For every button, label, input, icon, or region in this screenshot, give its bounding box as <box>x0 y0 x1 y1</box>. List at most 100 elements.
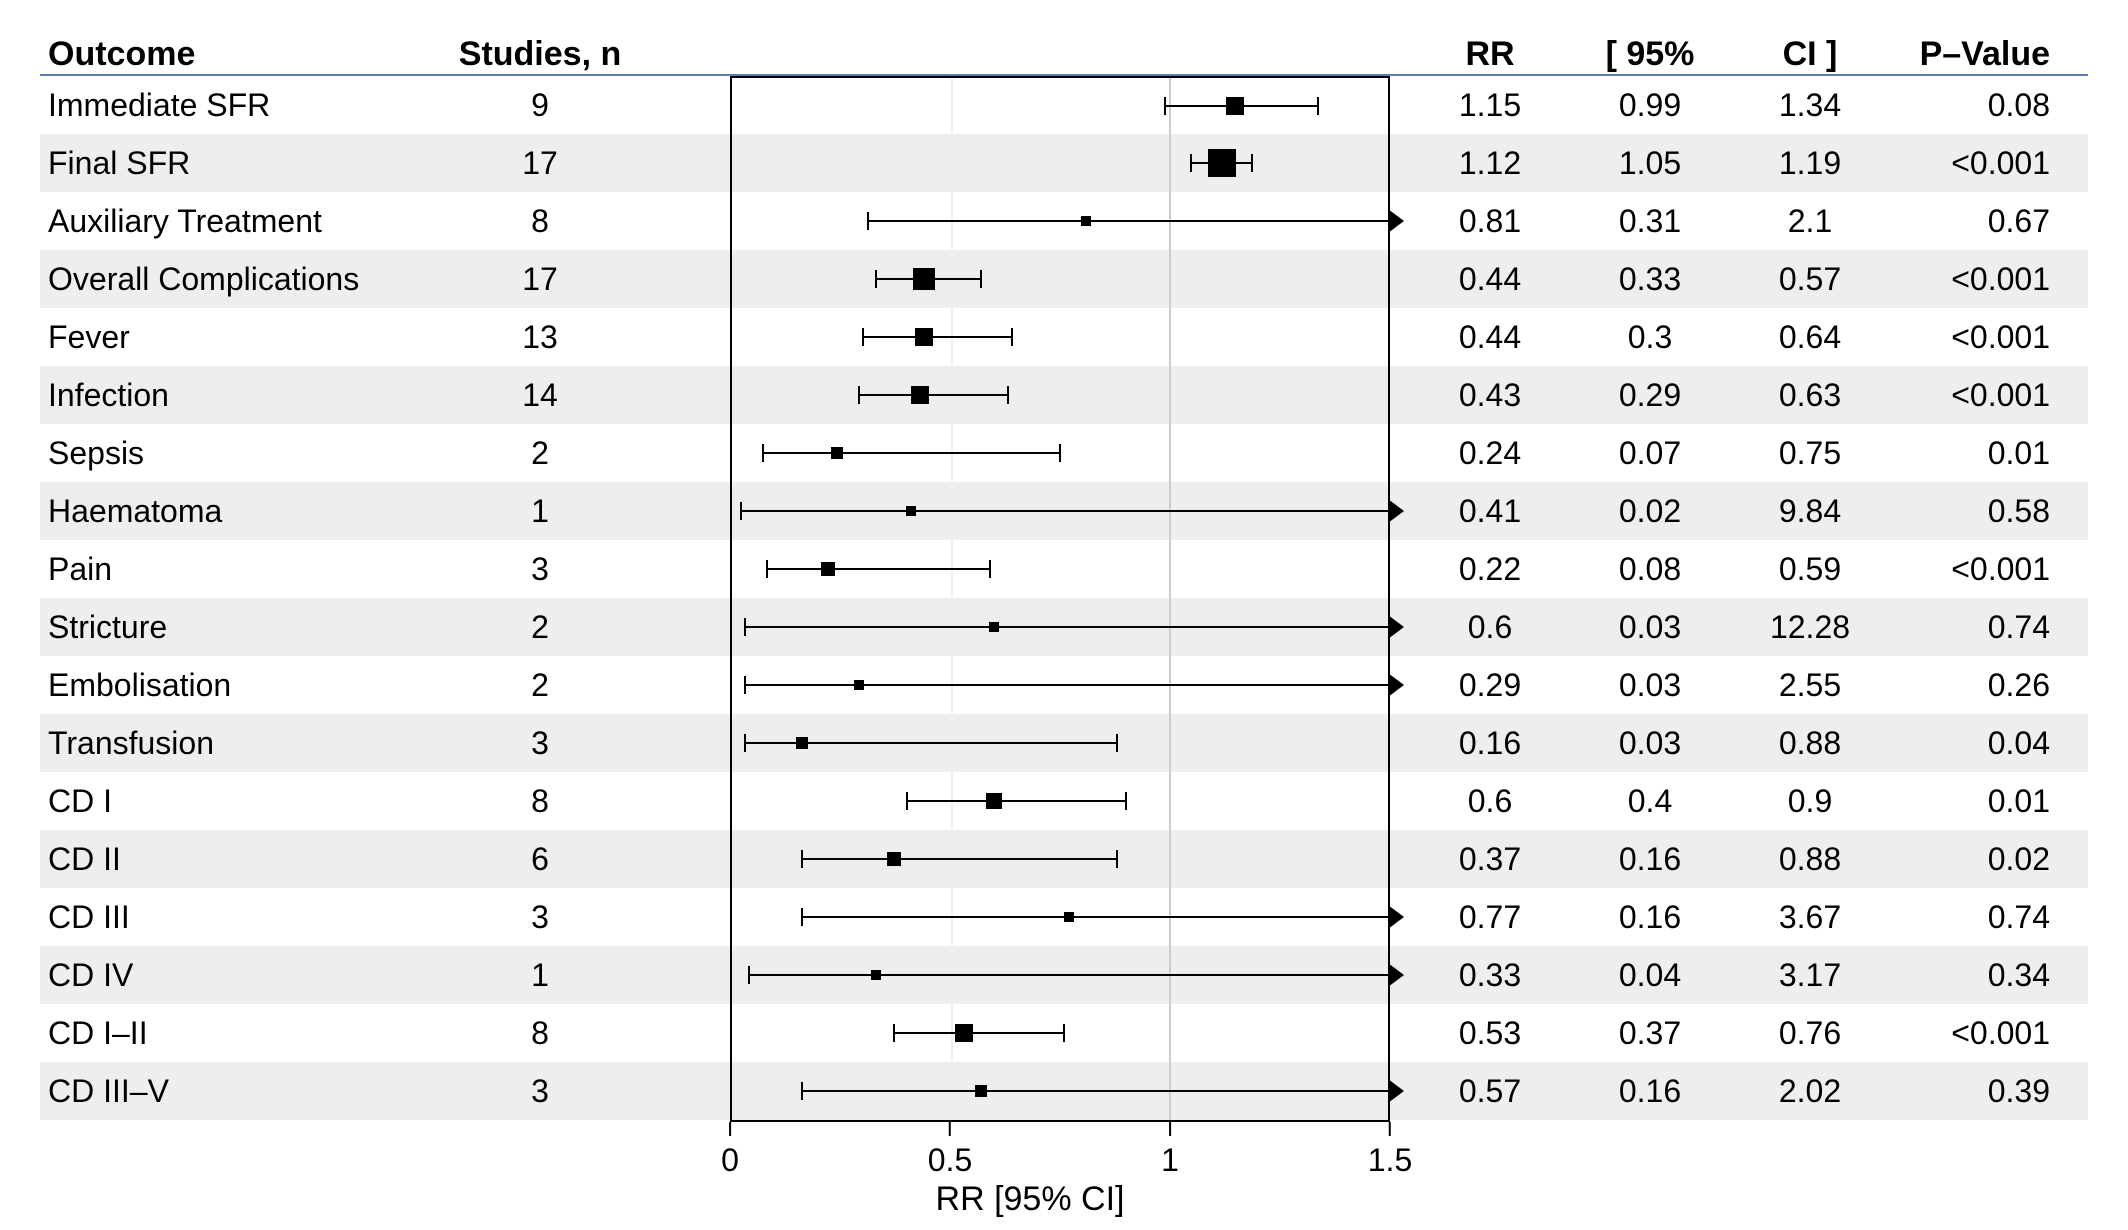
header-studies: Studies, n <box>430 35 650 74</box>
plot-area <box>730 366 1390 424</box>
p-value: 0.58 <box>1890 493 2070 530</box>
outcome-label: Overall Complications <box>40 261 430 298</box>
ci-cap-high <box>1251 154 1253 172</box>
studies-n: 13 <box>430 319 650 356</box>
ci-line <box>802 1090 1388 1092</box>
p-value: 0.39 <box>1890 1073 2070 1110</box>
ci-high-value: 0.63 <box>1730 377 1890 414</box>
ci-high-value: 0.76 <box>1730 1015 1890 1052</box>
outcome-label: Stricture <box>40 609 430 646</box>
plot-area <box>730 830 1390 888</box>
studies-n: 17 <box>430 261 650 298</box>
point-marker <box>989 622 999 632</box>
ci-low-value: 1.05 <box>1570 145 1730 182</box>
rr-value: 0.43 <box>1410 377 1570 414</box>
plot-cell <box>650 888 1410 946</box>
point-marker <box>1064 912 1074 922</box>
forest-row: Transfusion30.160.030.880.04 <box>40 714 2088 772</box>
plot-area <box>730 192 1390 250</box>
rr-value: 0.33 <box>1410 957 1570 994</box>
outcome-label: CD II <box>40 841 430 878</box>
p-value: <0.001 <box>1890 377 2070 414</box>
studies-n: 3 <box>430 1073 650 1110</box>
header-outcome: Outcome <box>40 35 430 74</box>
ci-low-value: 0.07 <box>1570 435 1730 472</box>
p-value: 0.74 <box>1890 609 2070 646</box>
ci-low-value: 0.29 <box>1570 377 1730 414</box>
ci-high-value: 0.9 <box>1730 783 1890 820</box>
ci-high-value: 0.88 <box>1730 841 1890 878</box>
point-marker <box>955 1024 973 1042</box>
forest-rows: Immediate SFR91.150.991.340.08Final SFR1… <box>40 76 2088 1120</box>
x-tick-label: 1 <box>1161 1142 1179 1179</box>
ci-high-value: 9.84 <box>1730 493 1890 530</box>
ci-low-value: 0.16 <box>1570 899 1730 936</box>
point-marker <box>906 506 916 516</box>
ci-low-value: 0.4 <box>1570 783 1730 820</box>
plot-cell <box>650 1062 1410 1120</box>
ci-low-value: 0.37 <box>1570 1015 1730 1052</box>
forest-row: CD III30.770.163.670.74 <box>40 888 2088 946</box>
ci-arrow-right-icon <box>1388 499 1404 523</box>
p-value: 0.67 <box>1890 203 2070 240</box>
rr-value: 0.44 <box>1410 319 1570 356</box>
plot-cell <box>650 714 1410 772</box>
outcome-label: CD IV <box>40 957 430 994</box>
rr-value: 0.22 <box>1410 551 1570 588</box>
plot-area <box>730 482 1390 540</box>
ci-high-value: 2.02 <box>1730 1073 1890 1110</box>
forest-row: CD I–II80.530.370.76<0.001 <box>40 1004 2088 1062</box>
outcome-label: CD III <box>40 899 430 936</box>
x-tick: 0 <box>721 1122 739 1179</box>
ci-cap-low <box>862 328 864 346</box>
p-value: 0.01 <box>1890 783 2070 820</box>
rr-value: 0.57 <box>1410 1073 1570 1110</box>
ci-cap-low <box>906 792 908 810</box>
studies-n: 1 <box>430 493 650 530</box>
ci-arrow-right-icon <box>1388 905 1404 929</box>
point-marker <box>986 793 1002 809</box>
plot-cell <box>650 482 1410 540</box>
rr-value: 0.41 <box>1410 493 1570 530</box>
ci-line <box>802 858 1117 860</box>
outcome-label: Immediate SFR <box>40 87 430 124</box>
p-value: <0.001 <box>1890 319 2070 356</box>
ci-cap-low <box>762 444 764 462</box>
ci-cap-low <box>748 966 750 984</box>
rr-value: 1.15 <box>1410 87 1570 124</box>
ci-cap-high <box>1059 444 1061 462</box>
forest-row: CD II60.370.160.880.02 <box>40 830 2088 888</box>
ci-cap-high <box>1116 850 1118 868</box>
outcome-label: Sepsis <box>40 435 430 472</box>
studies-n: 3 <box>430 551 650 588</box>
studies-n: 8 <box>430 203 650 240</box>
studies-n: 2 <box>430 435 650 472</box>
plot-area <box>730 76 1390 134</box>
outcome-label: Haematoma <box>40 493 430 530</box>
forest-row: CD I80.60.40.90.01 <box>40 772 2088 830</box>
studies-n: 17 <box>430 145 650 182</box>
rr-value: 0.16 <box>1410 725 1570 762</box>
header-row: Outcome Studies, n RR [ 95% CI ] P–Value <box>40 20 2088 76</box>
plot-area <box>730 714 1390 772</box>
ci-arrow-right-icon <box>1388 1079 1404 1103</box>
point-marker <box>911 386 929 404</box>
studies-n: 8 <box>430 1015 650 1052</box>
point-marker <box>915 328 933 346</box>
plot-cell <box>650 772 1410 830</box>
x-axis: 00.511.5 <box>730 1120 1390 1182</box>
x-axis-title: RR [95% CI] <box>650 1180 1410 1230</box>
forest-row: CD III–V30.570.162.020.39 <box>40 1062 2088 1120</box>
p-value: <0.001 <box>1890 1015 2070 1052</box>
ci-cap-low <box>744 734 746 752</box>
plot-cell <box>650 134 1410 192</box>
studies-n: 3 <box>430 725 650 762</box>
plot-cell <box>650 830 1410 888</box>
ci-arrow-right-icon <box>1388 963 1404 987</box>
ci-line <box>894 1032 1065 1034</box>
p-value: <0.001 <box>1890 261 2070 298</box>
forest-row: Overall Complications170.440.330.57<0.00… <box>40 250 2088 308</box>
ci-low-value: 0.16 <box>1570 1073 1730 1110</box>
point-marker <box>913 268 935 290</box>
outcome-label: CD I–II <box>40 1015 430 1052</box>
